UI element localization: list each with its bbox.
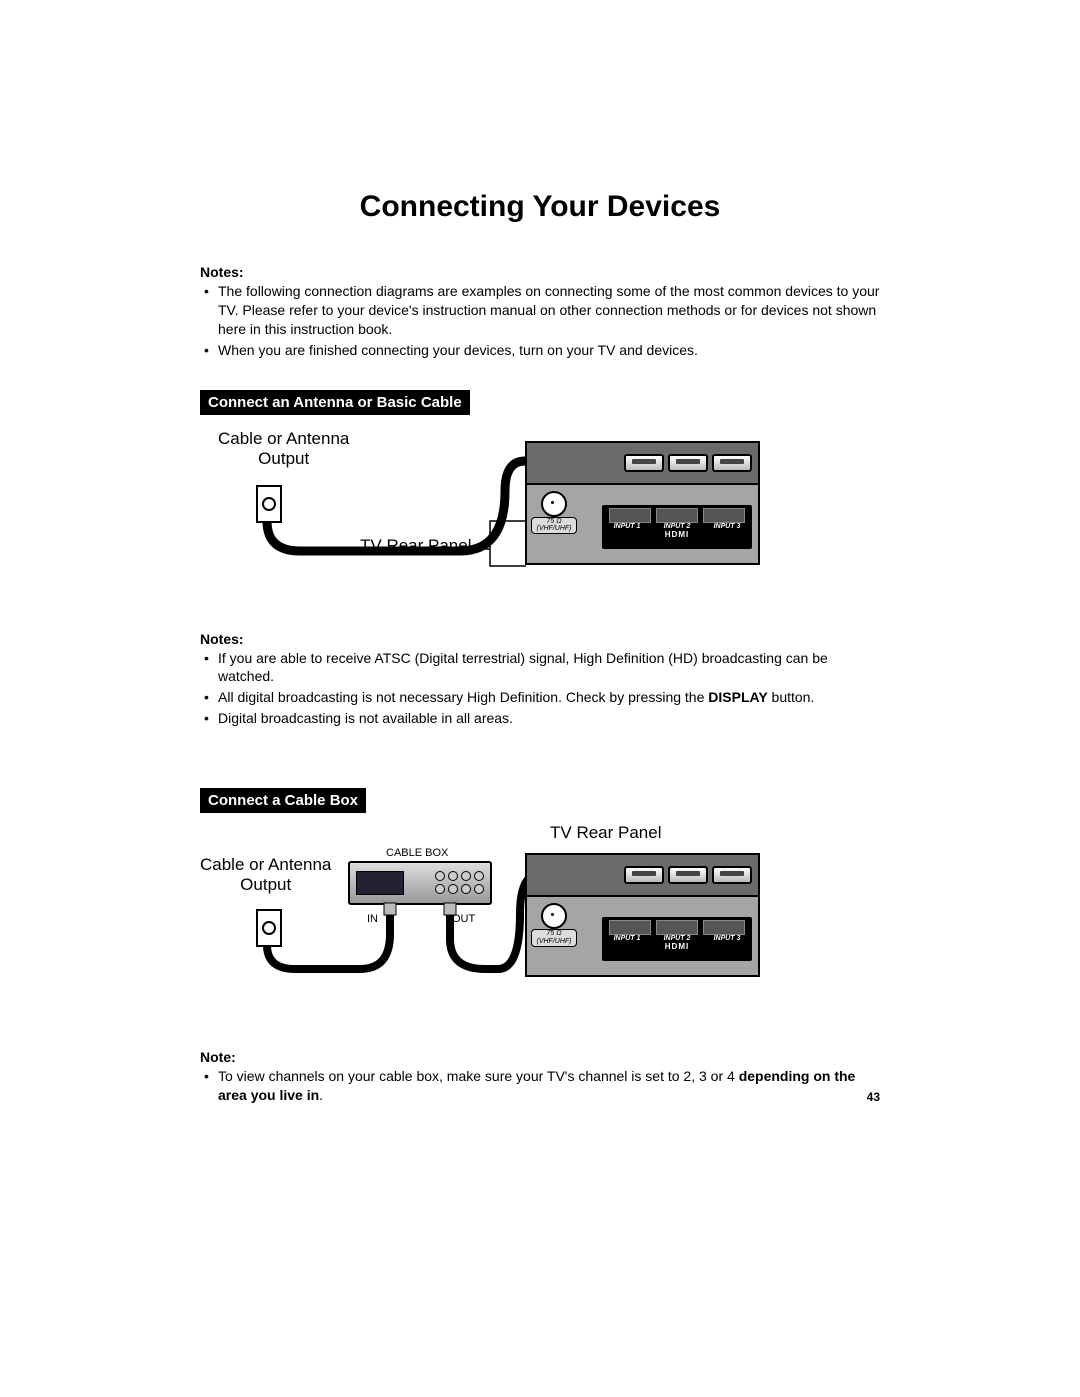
hdmi-slot-icon [668, 454, 708, 472]
hdmi-slot-icon [712, 454, 752, 472]
notes-heading: Note: [200, 1049, 880, 1065]
input-strip: INPUT 1 INPUT 2 INPUT 3 HDMI [602, 505, 752, 549]
panel-label: TV Rear Panel [360, 536, 472, 556]
notes-list-1: The following connection diagrams are ex… [200, 282, 880, 360]
note-item: The following connection diagrams are ex… [200, 282, 880, 339]
tv-top-row [525, 853, 760, 897]
input-port-icon [703, 920, 745, 935]
notes-list-2: If you are able to receive ATSC (Digital… [200, 649, 880, 729]
notes-block-2: Notes: If you are able to receive ATSC (… [200, 631, 880, 729]
notes-block-3: Note: To view channels on your cable box… [200, 1049, 880, 1105]
note-item: All digital broadcasting is not necessar… [200, 688, 880, 707]
tv-rear-panel: 75 Ω (VHF/UHF) INPUT 1 INPUT 2 INPUT 3 H… [525, 853, 760, 1003]
coax-jack-icon [541, 903, 567, 929]
section-heading-2: Connect a Cable Box [200, 788, 366, 813]
tv-bottom-row: 75 Ω (VHF/UHF) INPUT 1 INPUT 2 INPUT 3 H… [525, 485, 760, 565]
hdmi-slot-icon [624, 454, 664, 472]
note-item: If you are able to receive ATSC (Digital… [200, 649, 880, 687]
note-item: When you are finished connecting your de… [200, 341, 880, 360]
tv-rear-panel: 75 Ω (VHF/UHF) INPUT 1 INPUT 2 INPUT 3 H… [525, 441, 760, 591]
page: Connecting Your Devices Notes: The follo… [0, 0, 1080, 1105]
hdmi-logo: HDMI [602, 530, 752, 539]
coax-label: 75 Ω (VHF/UHF) [531, 517, 577, 534]
notes-block-1: Notes: The following connection diagrams… [200, 264, 880, 360]
input-port-icon [609, 508, 651, 523]
input-strip: INPUT 1 INPUT 2 INPUT 3 HDMI [602, 917, 752, 961]
notes-heading: Notes: [200, 264, 880, 280]
hdmi-slot-icon [624, 866, 664, 884]
notes-heading: Notes: [200, 631, 880, 647]
page-title: Connecting Your Devices [200, 190, 880, 224]
note-item: To view channels on your cable box, make… [200, 1067, 880, 1105]
notes-list-3: To view channels on your cable box, make… [200, 1067, 880, 1105]
page-number: 43 [867, 1090, 880, 1104]
diagram-cable-box: TV Rear Panel Cable or Antenna Output CA… [200, 819, 760, 1019]
coax-jack-icon [541, 491, 567, 517]
tv-top-row [525, 441, 760, 485]
input-port-icon [656, 920, 698, 935]
note-item: Digital broadcasting is not available in… [200, 709, 880, 728]
hdmi-logo: HDMI [602, 942, 752, 951]
hdmi-slot-icon [668, 866, 708, 884]
section-heading-1: Connect an Antenna or Basic Cable [200, 390, 470, 415]
tv-bottom-row: 75 Ω (VHF/UHF) INPUT 1 INPUT 2 INPUT 3 H… [525, 897, 760, 977]
input-port-icon [703, 508, 745, 523]
coax-label: 75 Ω (VHF/UHF) [531, 929, 577, 946]
input-port-icon [609, 920, 651, 935]
input-port-icon [656, 508, 698, 523]
hdmi-slot-icon [712, 866, 752, 884]
diagram-antenna: Cable or Antenna Output TV Rear Panel 75… [200, 421, 760, 601]
